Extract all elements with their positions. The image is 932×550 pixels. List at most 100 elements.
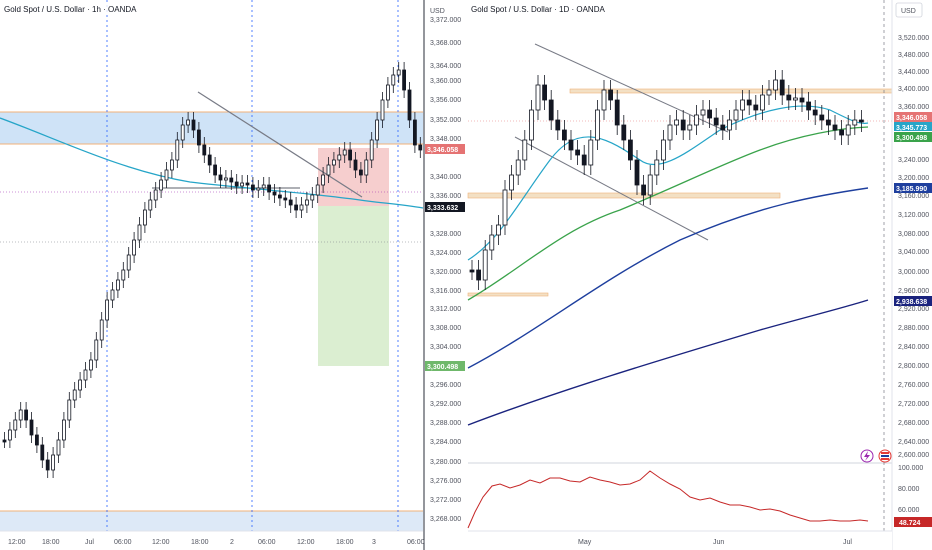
left-x-tick: Jul [85, 539, 94, 546]
right-ma-long-badge: 2,938.638 [896, 299, 927, 306]
lightning-glyph [864, 451, 870, 461]
candle-body [89, 359, 93, 371]
candle-body [191, 119, 196, 131]
right-y-tick: 2,880.000 [898, 325, 929, 332]
trendline [197, 91, 363, 198]
left-target-badge: 3,300.498 [427, 364, 458, 371]
left-x-tick: 3 [372, 539, 376, 546]
left-chart[interactable]: USD 3,372.000 3,368.000 3,364.000 3,360.000… [0, 0, 468, 550]
candle-body [2, 439, 7, 443]
candle-body [385, 84, 390, 101]
demand-zone [0, 112, 423, 144]
left-y-tick: 3,360.000 [430, 78, 461, 85]
candle-body [469, 269, 475, 273]
candle-body [223, 177, 228, 181]
candle-body [137, 224, 142, 241]
candle-body [845, 124, 851, 136]
candle-body [391, 74, 396, 86]
left-time-axis[interactable] [0, 531, 423, 550]
left-y-tick: 3,292.000 [430, 401, 461, 408]
candle-body [175, 139, 180, 161]
left-x-tick: 2 [230, 539, 234, 546]
candle-body [142, 209, 147, 226]
candle-body [740, 99, 745, 111]
candle-body [202, 144, 207, 156]
candle-body [529, 109, 534, 141]
right-chart-title: Gold Spot / U.S. Dollar · 1D · OANDA [471, 5, 605, 14]
left-y-tick: 3,324.000 [430, 250, 461, 257]
right-candles [469, 70, 864, 290]
candle-body [164, 169, 169, 181]
candle-body [375, 119, 380, 141]
right-chart-bg [468, 0, 892, 550]
candle-body [272, 191, 277, 196]
candle-body [364, 159, 369, 176]
flag-stripe [881, 452, 889, 454]
candle-body [581, 154, 587, 166]
left-x-tick: 18:00 [336, 539, 354, 546]
left-y-tick: 3,336.000 [430, 193, 461, 200]
candle-body [256, 187, 261, 191]
candle-body [304, 199, 309, 206]
candle-body [148, 199, 153, 211]
left-y-tick: 3,288.000 [430, 420, 461, 427]
right-chart[interactable]: USD 3,520.000 3,480.000 3,440.000 3,400.000… [467, 0, 932, 550]
left-chart-title: Gold Spot / U.S. Dollar · 1h · OANDA [4, 5, 137, 14]
right-currency-button[interactable] [895, 2, 923, 18]
candle-body [277, 194, 282, 199]
right-time-axis[interactable] [468, 531, 892, 550]
candle-body [180, 124, 185, 141]
left-y-tick: 3,356.000 [430, 97, 461, 104]
candle-body [412, 119, 417, 146]
candle-body [51, 454, 55, 471]
left-price-badge-bg [425, 144, 465, 154]
right-ma-mid-badge: 3,300.498 [896, 135, 927, 142]
candle-body [720, 124, 726, 131]
candle-body [727, 119, 732, 131]
candle-body [261, 184, 266, 189]
ma-mid-line [467, 126, 869, 301]
right-price-badge-bg [894, 112, 932, 122]
candle-body [694, 114, 699, 126]
left-x-ticks: 12:00 18:00 Jul 06:00 12:00 18:00 2 06:00 12:00 1… [8, 539, 425, 546]
candle-body [667, 124, 673, 141]
left-y-tick: 3,328.000 [430, 231, 461, 238]
right-y-tick: 2,840.000 [898, 344, 929, 351]
left-y-tick: 3,340.000 [430, 174, 461, 181]
candle-body [342, 149, 347, 156]
candle-body [78, 379, 82, 391]
right-y-tick: 3,000.000 [898, 269, 929, 276]
right-y-tick: 3,240.000 [898, 157, 929, 164]
resistance-zone [569, 88, 893, 94]
candle-body [24, 409, 29, 421]
candle-body [315, 184, 320, 196]
candle-body [766, 89, 772, 96]
candle-body [859, 119, 864, 123]
candle-body [535, 84, 541, 111]
candle-body [628, 139, 633, 161]
left-x-tick: 12:00 [152, 539, 170, 546]
candle-body [121, 269, 126, 281]
left-y-tick: 3,316.000 [430, 288, 461, 295]
left-price-axis[interactable] [424, 0, 468, 550]
oscillator-line [467, 470, 869, 529]
candle-body [116, 279, 120, 291]
right-ma-fast-badge-bg [894, 122, 932, 131]
left-y-tick: 3,284.000 [430, 439, 461, 446]
candle-body [555, 119, 561, 131]
candle-body [482, 249, 488, 281]
right-y-tick: 2,760.000 [898, 382, 929, 389]
candle-body [562, 129, 567, 141]
candle-body [369, 139, 374, 161]
candle-body [83, 369, 88, 381]
candle-body [614, 99, 620, 126]
right-y-tick: 2,640.000 [898, 439, 929, 446]
right-x-tick-may: May [578, 539, 592, 546]
right-y-tick: 3,120.000 [898, 212, 929, 219]
right-y-tick: 3,040.000 [898, 249, 929, 256]
candle-body [680, 119, 686, 131]
osc-value-badge-bg [894, 517, 932, 527]
right-price-axis[interactable] [892, 0, 932, 550]
osc-value-badge: 48.724 [899, 520, 921, 527]
